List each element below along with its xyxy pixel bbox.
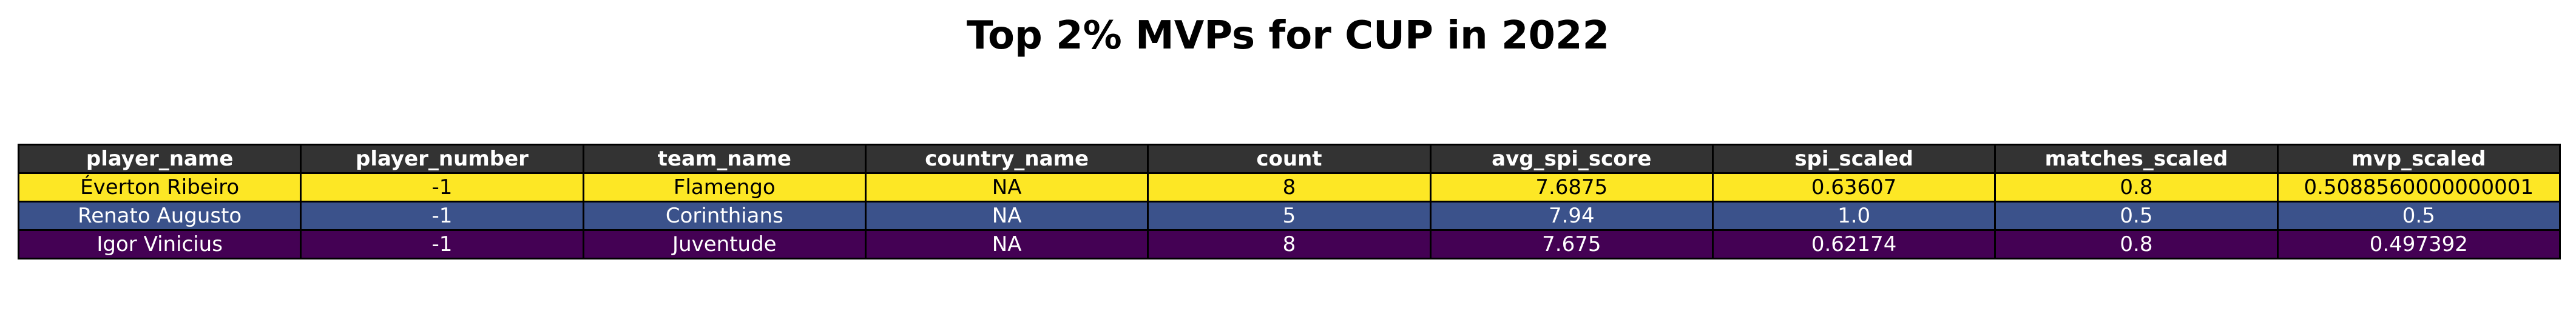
column-header-player-number: player_number <box>300 144 584 174</box>
table-cell-country-name: NA <box>864 201 1149 231</box>
table-cell-matches-scaled: 0.5 <box>1994 201 2279 231</box>
column-header-avg-spi-score: avg_spi_score <box>1429 144 1714 174</box>
table-cell-matches-scaled: 0.8 <box>1994 172 2279 202</box>
table-cell-player-name: Renato Augusto <box>17 201 302 231</box>
table-cell-spi-scaled: 1.0 <box>1711 201 1996 231</box>
header-row: player_name player_number team_name country… <box>17 144 2561 174</box>
column-header-mvp-scaled: mvp_scaled <box>2276 144 2561 174</box>
table-cell-spi-scaled: 0.62174 <box>1711 229 1996 259</box>
column-header-matches-scaled: matches_scaled <box>1994 144 2279 174</box>
table-body: Éverton Ribeiro -1 Flamengo NA 8 7.6875 0.6360… <box>17 172 2561 259</box>
column-header-player-name: player_name <box>17 144 302 174</box>
table-cell-count: 8 <box>1147 172 1432 202</box>
chart-title: Top 2% MVPs for CUP in 2022 <box>966 13 1610 58</box>
table-cell-mvp-scaled: 0.497392 <box>2276 229 2561 259</box>
table-cell-country-name: NA <box>864 172 1149 202</box>
table-cell-count: 8 <box>1147 229 1432 259</box>
table-cell-team-name: Juventude <box>582 229 867 259</box>
table-cell-team-name: Corinthians <box>582 201 867 231</box>
column-header-team-name: team_name <box>582 144 867 174</box>
table-cell-matches-scaled: 0.8 <box>1994 229 2279 259</box>
table-cell-player-number: -1 <box>300 229 584 259</box>
table-cell-mvp-scaled: 0.5088560000000001 <box>2276 172 2561 202</box>
table-cell-player-number: -1 <box>300 201 584 231</box>
table-cell-player-name: Éverton Ribeiro <box>17 172 302 202</box>
table-cell-country-name: NA <box>864 229 1149 259</box>
table-cell-avg-spi-score: 7.6875 <box>1429 172 1714 202</box>
table-cell-player-name: Igor Vinicius <box>17 229 302 259</box>
table-row: Éverton Ribeiro -1 Flamengo NA 8 7.6875 0.6360… <box>17 172 2561 202</box>
table-cell-avg-spi-score: 7.675 <box>1429 229 1714 259</box>
table-cell-spi-scaled: 0.63607 <box>1711 172 1996 202</box>
table-cell-avg-spi-score: 7.94 <box>1429 201 1714 231</box>
mvp-table: player_name player_number team_name country… <box>17 144 2561 259</box>
table-row: Renato Augusto -1 Corinthians NA 5 7.94 1.0 0.5… <box>17 201 2561 231</box>
table-cell-team-name: Flamengo <box>582 172 867 202</box>
table-cell-player-number: -1 <box>300 172 584 202</box>
column-header-spi-scaled: spi_scaled <box>1711 144 1996 174</box>
column-header-count: count <box>1147 144 1432 174</box>
table-row: Igor Vinicius -1 Juventude NA 8 7.675 0.62174 0… <box>17 229 2561 259</box>
table-cell-count: 5 <box>1147 201 1432 231</box>
table-cell-mvp-scaled: 0.5 <box>2276 201 2561 231</box>
mvp-table-container: player_name player_number team_name country… <box>17 144 2561 259</box>
column-header-country-name: country_name <box>864 144 1149 174</box>
